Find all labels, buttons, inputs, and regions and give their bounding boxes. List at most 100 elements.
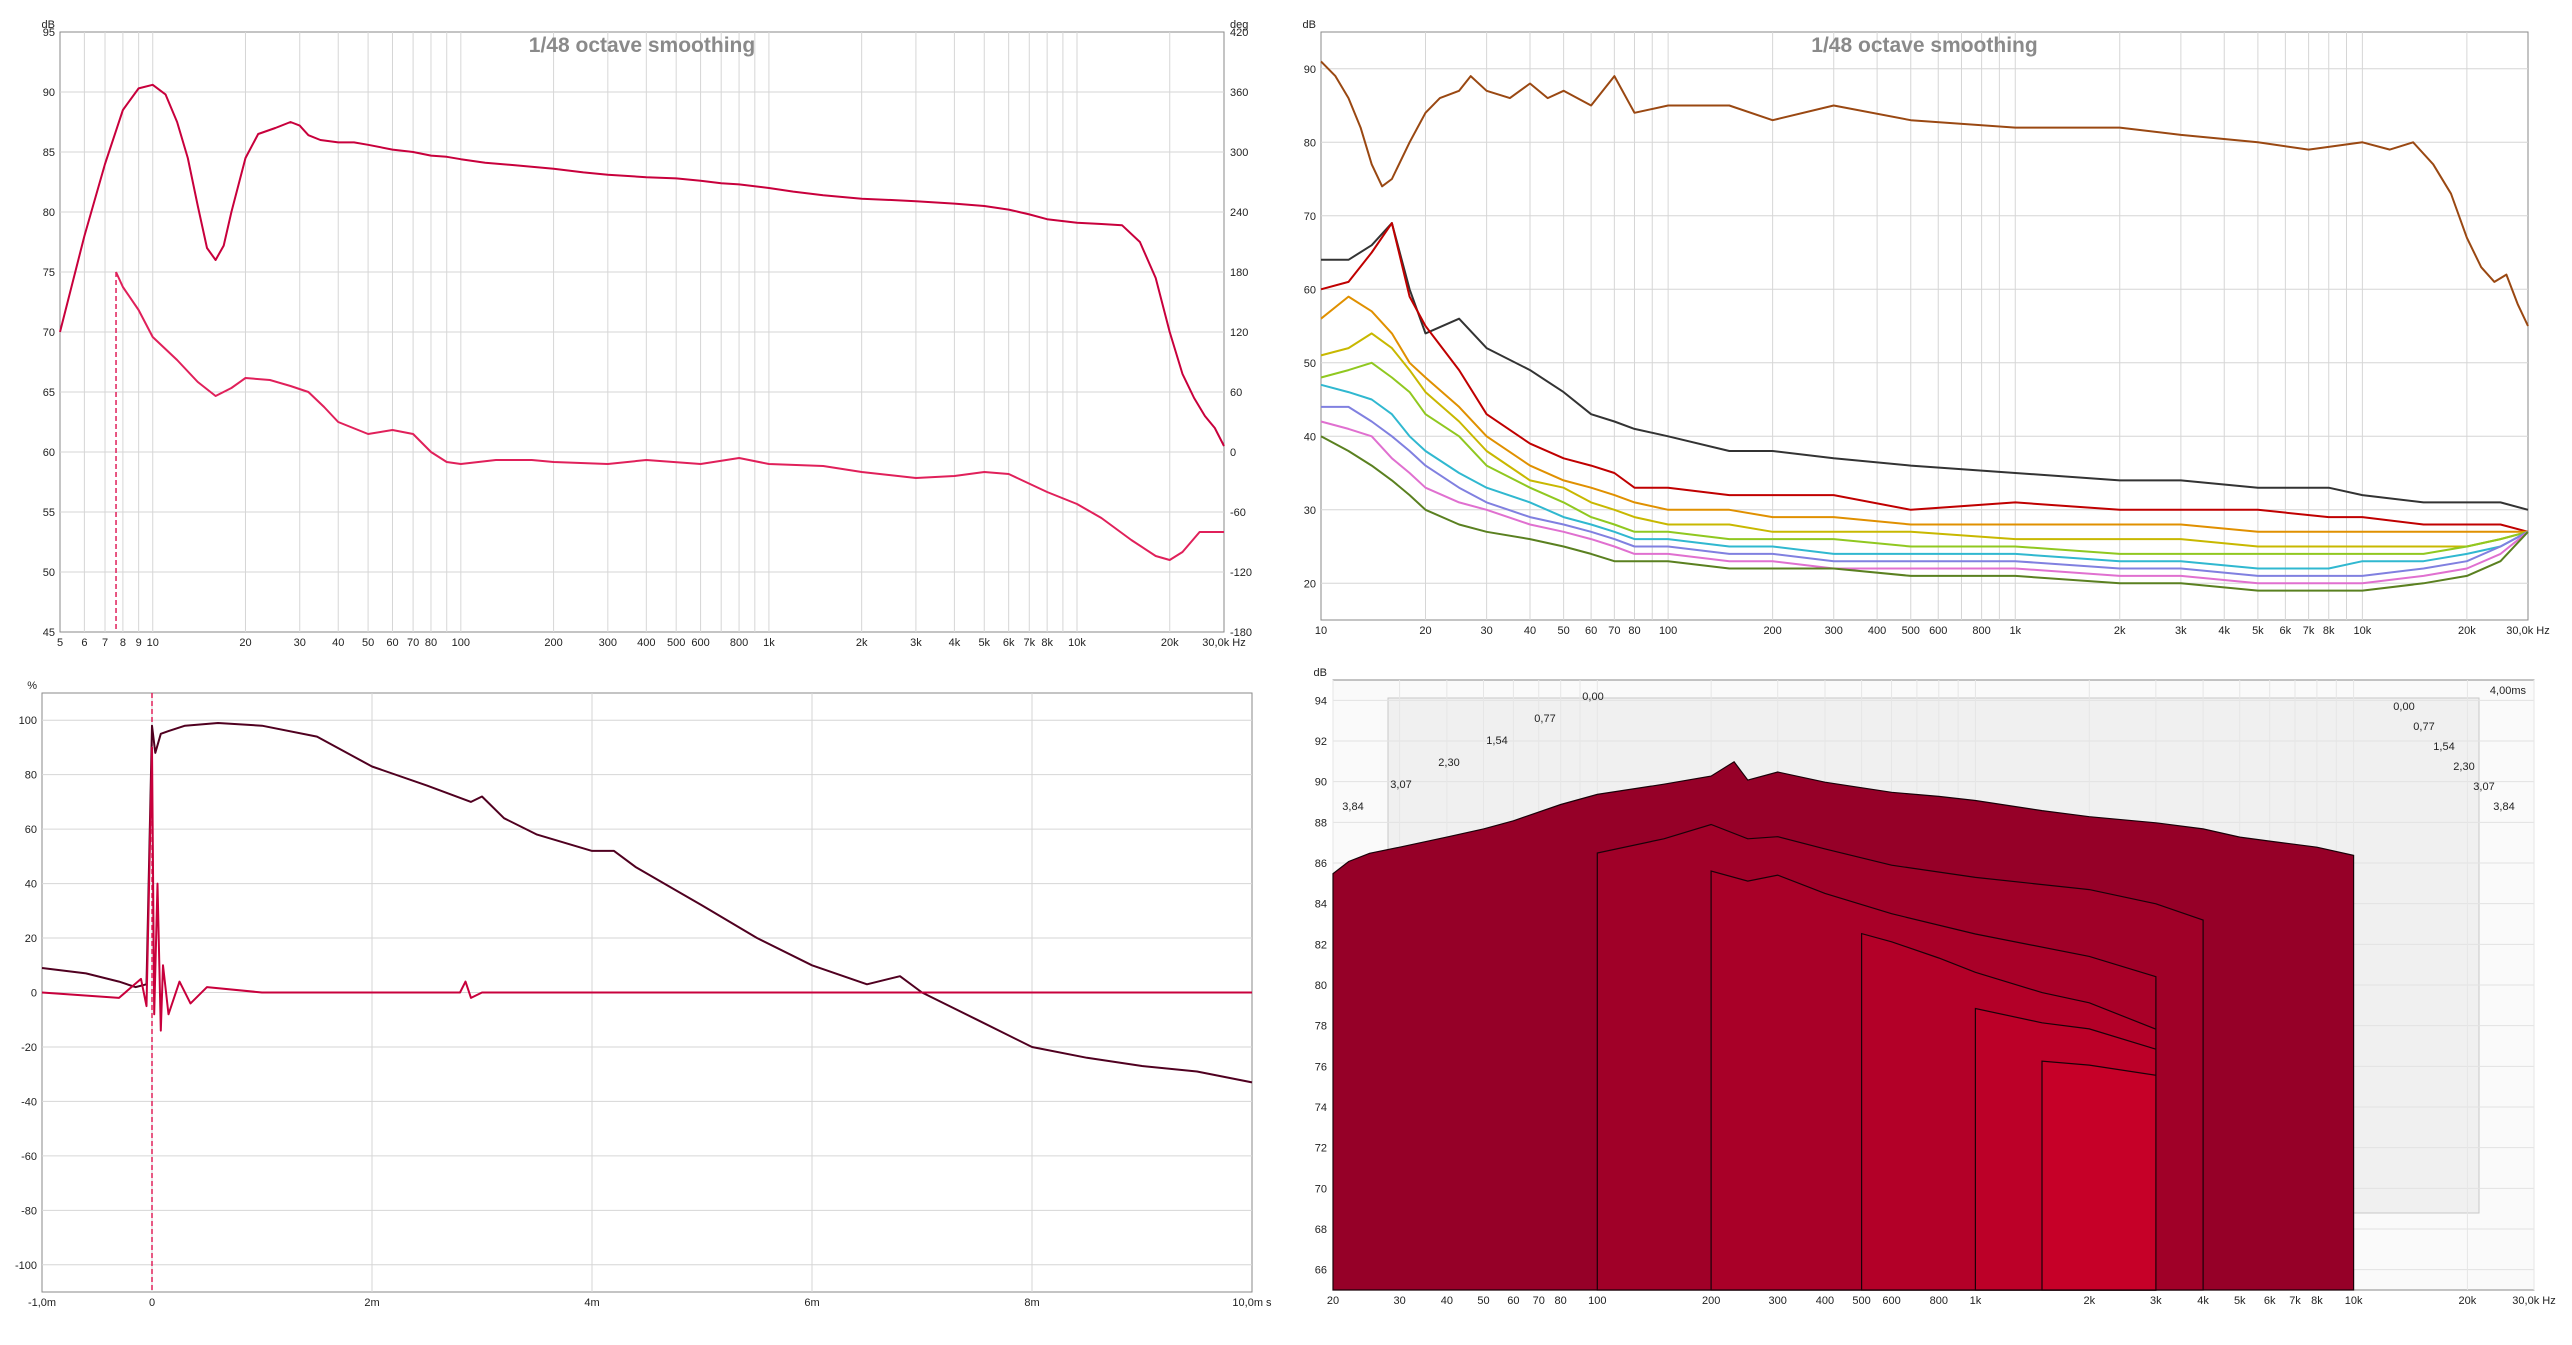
y-tick-label: 68 xyxy=(1315,1224,1327,1236)
y2-tick-label: -60 xyxy=(1230,507,1246,519)
x-tick-label: 600 xyxy=(691,637,709,649)
x-tick-label: 300 xyxy=(599,637,617,649)
y2-tick-label: 240 xyxy=(1230,207,1248,219)
y-tick-label: 76 xyxy=(1315,1061,1327,1073)
x-tick-label: 80 xyxy=(1555,1295,1567,1307)
y-tick-label: 92 xyxy=(1315,736,1327,748)
series-line xyxy=(41,746,1252,1032)
y-tick-label: 30 xyxy=(1304,505,1316,517)
x-tick-label: 30 xyxy=(1480,625,1492,637)
time-label-left: 2,30 xyxy=(1438,757,1459,769)
x-tick-label: 100 xyxy=(1659,625,1677,637)
x-tick-label: 70 xyxy=(1533,1295,1545,1307)
y-tick-label: -80 xyxy=(21,1205,37,1217)
series-line xyxy=(1320,420,2529,585)
time-label-left: 0,77 xyxy=(1534,713,1555,725)
x-tick-label: 6k xyxy=(1003,637,1015,649)
time-label-right: 1,54 xyxy=(2433,741,2454,753)
series-line xyxy=(1320,383,2529,570)
y-axis-label: dB xyxy=(42,19,55,31)
y-tick-label: -100 xyxy=(15,1260,37,1272)
x-tick-label: 20 xyxy=(1419,625,1431,637)
x-tick-label: 70 xyxy=(1608,625,1620,637)
y-tick-label: 60 xyxy=(43,447,55,459)
step-response-panel: -1,0m 0 2m 4m 6m 8m 10,0m s 100 80 60 40 20 0 -20 -40 -… xyxy=(0,660,1286,1340)
series-line xyxy=(1320,60,2529,327)
y-tick-label: -40 xyxy=(21,1096,37,1108)
distortion-panel: 10 20 30 40 50 60 70 80 100 200 300 400 500 600 800 1k 2… xyxy=(1286,0,2572,660)
y-tick-label: 90 xyxy=(1304,64,1316,76)
x-tick-label: 10k xyxy=(2354,625,2372,637)
x-tick-label: 8m xyxy=(1024,1297,1039,1309)
x-tick-label: 60 xyxy=(1507,1295,1519,1307)
x-tick-label: 30,0k Hz xyxy=(2512,1295,2555,1307)
y-axis-label: dB xyxy=(1314,667,1327,679)
series-line xyxy=(1320,295,2528,533)
time-label-left: 1,54 xyxy=(1486,735,1507,747)
x-tick-label: 8k xyxy=(2311,1295,2323,1307)
x-tick-label: 400 xyxy=(1868,625,1886,637)
y2-tick-label: -180 xyxy=(1230,627,1252,639)
x-tick-label: 2k xyxy=(2114,625,2126,637)
x-tick-label: 70 xyxy=(407,637,419,649)
series-line xyxy=(1320,332,2529,548)
x-tick-label: 8k xyxy=(2323,625,2335,637)
x-tick-label: 600 xyxy=(1929,625,1947,637)
x-tick-label: 10,0m s xyxy=(1232,1297,1272,1309)
y-tick-label: 70 xyxy=(1315,1183,1327,1195)
x-tick-label: 40 xyxy=(1441,1295,1453,1307)
y-tick-label: 78 xyxy=(1315,1021,1327,1033)
x-tick-label: 80 xyxy=(425,637,437,649)
y-tick-label: 50 xyxy=(43,567,55,579)
x-tick-label: 6k xyxy=(2264,1295,2276,1307)
x-tick-label: 800 xyxy=(1972,625,1990,637)
x-tick-label: 20 xyxy=(239,637,251,649)
distortion-harmonics-chart: 10 20 30 40 50 60 70 80 100 200 300 400 500 600 800 1k 2… xyxy=(1303,19,2550,637)
y2-tick-label: 360 xyxy=(1230,87,1248,99)
waterfall-slice xyxy=(2041,1060,2157,1291)
time-span-label: 4,00ms xyxy=(2490,685,2527,697)
x-tick-label: 30 xyxy=(1393,1295,1405,1307)
chart-title: 1/48 octave smoothing xyxy=(529,34,755,57)
y-tick-label: 70 xyxy=(1304,211,1316,223)
y2-tick-label: 0 xyxy=(1230,447,1236,459)
x-tick-label: 30,0k Hz xyxy=(1202,637,1245,649)
series-line xyxy=(115,271,1224,561)
x-tick-label: 400 xyxy=(637,637,655,649)
y-tick-label: 94 xyxy=(1315,695,1327,707)
y-tick-label: 40 xyxy=(25,879,37,891)
y-tick-label: 75 xyxy=(43,267,55,279)
x-tick-label: 200 xyxy=(1763,625,1781,637)
y-tick-label: 86 xyxy=(1315,858,1327,870)
y2-tick-label: 300 xyxy=(1230,147,1248,159)
series-line xyxy=(1321,405,2529,577)
x-tick-label: 40 xyxy=(1524,625,1536,637)
y-tick-label: 88 xyxy=(1315,817,1327,829)
x-tick-label: 8 xyxy=(120,637,126,649)
x-tick-label: 1k xyxy=(1970,1295,1982,1307)
x-tick-label: 1k xyxy=(763,637,775,649)
y2-axis-label: deg xyxy=(1230,19,1248,31)
time-label-left: 3,07 xyxy=(1390,779,1411,791)
x-tick-label: 50 xyxy=(1558,625,1570,637)
y-tick-label: 74 xyxy=(1315,1102,1327,1114)
x-tick-label: 0 xyxy=(149,1297,155,1309)
x-tick-label: 6k xyxy=(2280,625,2292,637)
y-tick-label: 95 xyxy=(43,27,55,39)
time-label-right: 2,30 xyxy=(2453,761,2474,773)
x-tick-label: 2m xyxy=(364,1297,379,1309)
x-tick-label: 500 xyxy=(667,637,685,649)
y-tick-label: 80 xyxy=(25,770,37,782)
x-tick-label: 4m xyxy=(584,1297,599,1309)
series-line xyxy=(1320,361,2529,555)
y2-tick-label: -120 xyxy=(1230,567,1252,579)
y-tick-label: 90 xyxy=(1315,777,1327,789)
x-tick-label: 2k xyxy=(2083,1295,2095,1307)
x-tick-label: -1,0m xyxy=(28,1297,56,1309)
x-tick-label: 7 xyxy=(102,637,108,649)
series-line xyxy=(1320,222,2529,533)
x-tick-label: 60 xyxy=(386,637,398,649)
x-tick-label: 500 xyxy=(1902,625,1920,637)
step-impulse-chart: -1,0m 0 2m 4m 6m 8m 10,0m s 100 80 60 40 20 0 -20 -40 -… xyxy=(15,680,1272,1309)
time-label-right: 3,07 xyxy=(2473,781,2494,793)
